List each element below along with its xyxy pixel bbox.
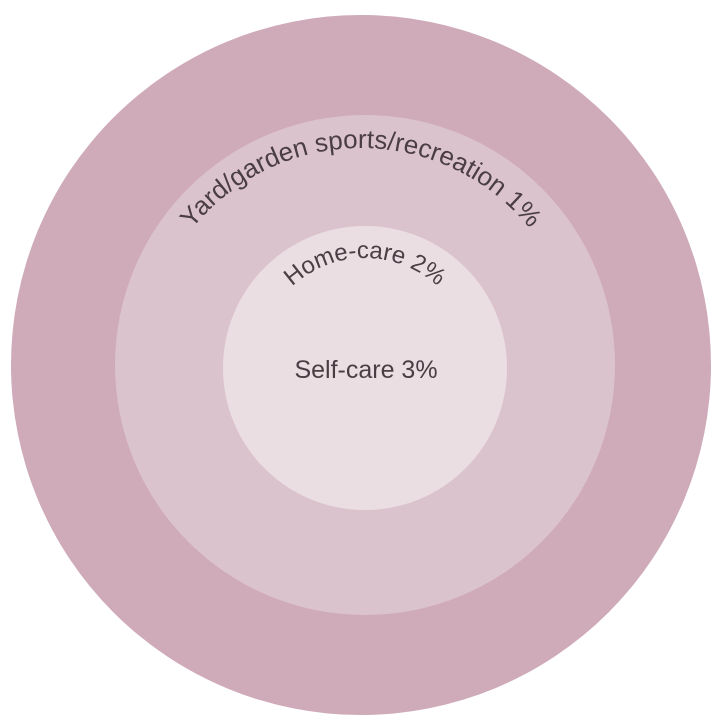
inner-circle-label: Self-care 3% bbox=[294, 356, 437, 384]
inner-circle bbox=[223, 226, 507, 510]
